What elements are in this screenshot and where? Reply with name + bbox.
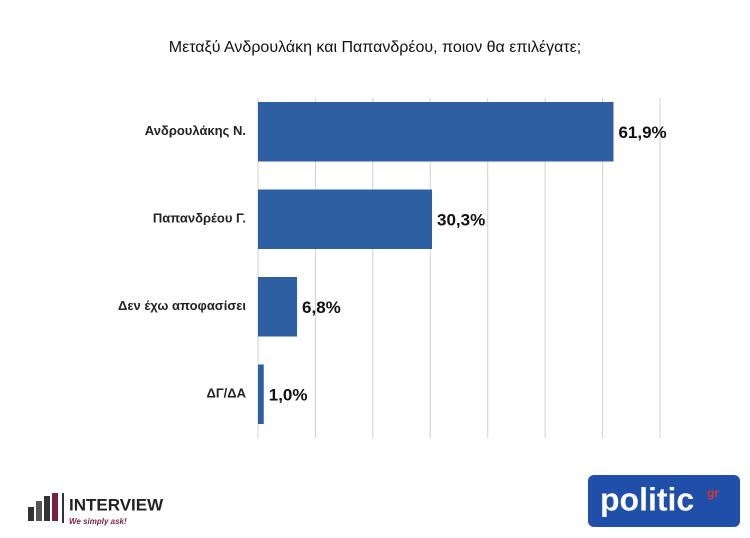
interview-logo: INTERVIEW We simply ask!: [28, 493, 164, 526]
y-tick-label: Ανδρουλάκης Ν.: [145, 123, 246, 138]
chart-title: Μεταξύ Ανδρουλάκη και Παπανδρέου, ποιον …: [169, 39, 581, 56]
logo-divider: [62, 493, 64, 523]
logo-icon: [36, 501, 42, 521]
bar: [258, 102, 614, 162]
value-label: 1,0%: [269, 386, 308, 405]
politic-logo: politic gr: [588, 475, 740, 527]
y-tick-label: ΔΓ/ΔΑ: [206, 386, 246, 401]
logo-icon: [28, 507, 34, 521]
bar: [258, 189, 433, 249]
logo-box: [588, 475, 740, 527]
value-label: 30,3%: [437, 211, 485, 230]
logo-suffix: gr: [707, 486, 719, 500]
logo-text: politic: [600, 481, 694, 517]
value-label: 6,8%: [302, 298, 341, 317]
y-tick-label: Δεν έχω αποφασίσει: [118, 298, 246, 313]
logo-slogan: We simply ask!: [69, 517, 127, 526]
y-tick-label: Παπανδρέου Γ.: [153, 211, 246, 226]
logo-icon: [44, 496, 50, 521]
value-label: 61,9%: [618, 123, 666, 142]
logo-icon: [52, 493, 58, 521]
logo-text: INTERVIEW: [69, 495, 164, 514]
bar: [258, 277, 298, 337]
bar: [258, 364, 264, 424]
